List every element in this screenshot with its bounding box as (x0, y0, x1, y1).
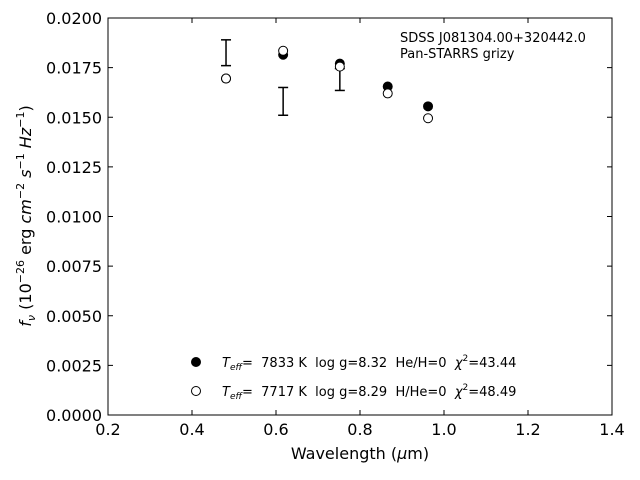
open-model-point (278, 45, 289, 56)
open-model-point (423, 113, 434, 124)
open-model-point (382, 88, 393, 99)
x-tick-label: 0.2 (95, 420, 120, 439)
x-tick-label: 0.8 (347, 420, 372, 439)
filled-model-point (423, 101, 434, 112)
legend-marker-open (191, 386, 201, 396)
y-tick-label: 0.0200 (46, 9, 102, 28)
y-axis-label: fν (10−26 erg cm−2 s−1 Hz−1) (14, 105, 38, 326)
y-tick-label: 0.0025 (46, 356, 102, 375)
x-tick-label: 0.4 (179, 420, 204, 439)
legend-entry-1: Teff= 7833 K log g=8.32 He/H=0 χ2=43.44 (222, 354, 516, 373)
y-tick-label: 0.0175 (46, 59, 102, 78)
open-model-point (334, 61, 345, 72)
x-tick-label: 1.4 (599, 420, 624, 439)
y-tick-label: 0.0125 (46, 158, 102, 177)
y-tick-label: 0.0100 (46, 208, 102, 227)
y-tick-label: 0.0075 (46, 257, 102, 276)
legend-marker-filled (191, 357, 201, 367)
x-axis-label: Wavelength (μm) (291, 444, 429, 463)
open-model-point (221, 73, 232, 84)
y-axis-ticks: 0.0000 0.0025 0.0050 0.0075 0.0100 0.0125 0.01… (46, 9, 612, 425)
y-tick-label: 0.0150 (46, 108, 102, 127)
y-tick-label: 0.0000 (46, 406, 102, 425)
annotation-line-1: SDSS J081304.00+320442.0 (400, 31, 586, 46)
model-points (221, 45, 434, 124)
y-tick-label: 0.0050 (46, 307, 102, 326)
x-tick-label: 1.0 (431, 420, 456, 439)
x-axis-ticks: 0.2 0.4 0.6 0.8 1.0 1.2 1.4 (95, 18, 625, 439)
legend-entry-2: Teff= 7717 K log g=8.29 H/He=0 χ2=48.49 (222, 383, 516, 402)
legend: Teff= 7833 K log g=8.32 He/H=0 χ2=43.44 … (191, 354, 516, 402)
annotation-line-2: Pan-STARRS grizy (400, 47, 515, 62)
x-tick-label: 0.6 (263, 420, 288, 439)
x-tick-label: 1.2 (515, 420, 540, 439)
